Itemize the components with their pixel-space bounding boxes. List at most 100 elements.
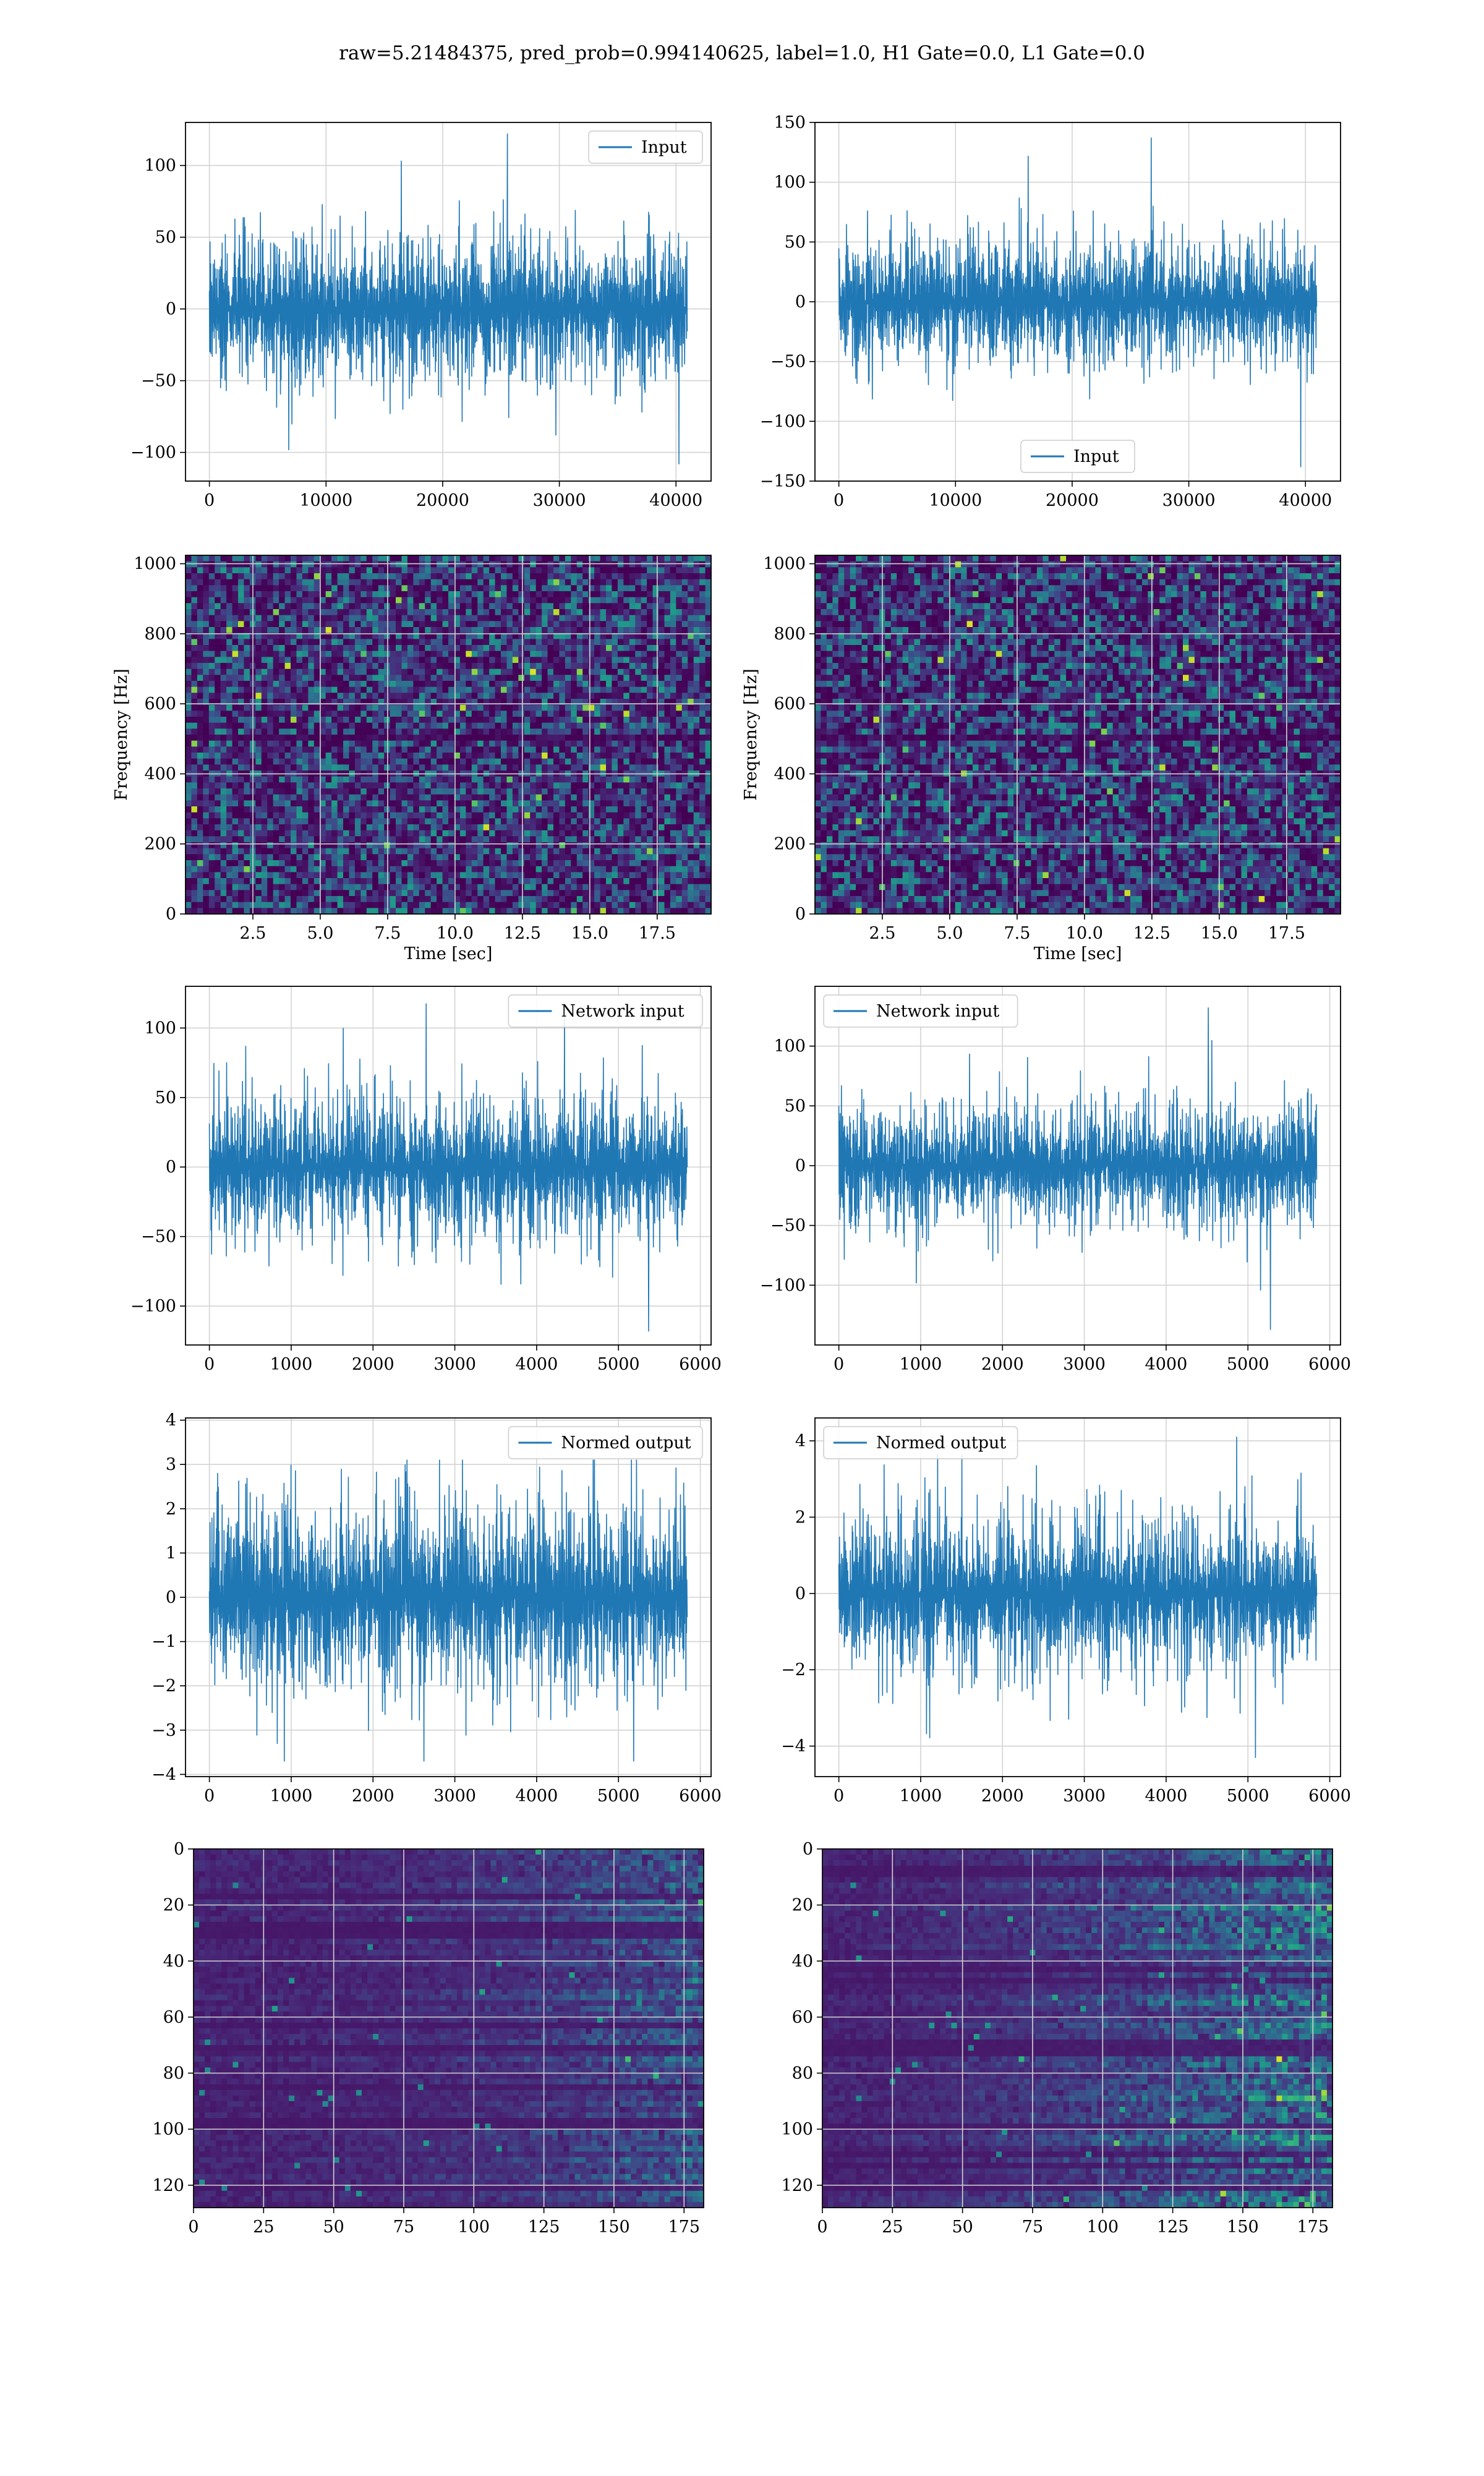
y-tick-label: 0: [166, 1158, 176, 1177]
y-tick-label: −100: [760, 1276, 806, 1295]
y-tick-label: 0: [166, 300, 176, 319]
y-tick-label: 150: [774, 113, 806, 132]
y-tick-label: −100: [130, 1297, 176, 1316]
x-tick-label: 125: [528, 2218, 560, 2237]
x-tick-label: 0: [834, 1787, 844, 1806]
y-tick-label: 0: [166, 905, 176, 924]
x-axis-label: Time [sec]: [1034, 944, 1122, 963]
y-tick-label: 50: [785, 233, 806, 252]
y-tick-label: 0: [174, 1840, 184, 1859]
x-tick-label: 30000: [533, 491, 586, 510]
x-tick-label: 30000: [1162, 491, 1216, 510]
y-tick-label: 2: [166, 1500, 176, 1519]
y-tick-label: 1: [166, 1543, 176, 1563]
y-tick-label: 80: [792, 2064, 813, 2083]
x-tick-label: 150: [598, 2218, 630, 2237]
x-tick-label: 1000: [900, 1355, 942, 1374]
x-tick-label: 7.5: [374, 924, 401, 943]
x-tick-label: 5000: [1227, 1355, 1269, 1374]
x-tick-label: 17.5: [639, 924, 676, 943]
y-tick-label: 3: [166, 1455, 176, 1474]
x-tick-label: 125: [1157, 2218, 1189, 2237]
y-tick-label: 800: [144, 625, 176, 644]
x-tick-label: 7.5: [1004, 924, 1030, 943]
x-tick-label: 4000: [1145, 1787, 1188, 1806]
y-tick-label: 800: [774, 625, 806, 644]
legend-label: Normed output: [876, 1433, 1006, 1453]
y-tick-label: 120: [781, 2176, 813, 2195]
y-tick-label: 60: [163, 2008, 184, 2027]
y-axis-label: Frequency [Hz]: [112, 668, 131, 800]
x-tick-label: 4000: [516, 1355, 558, 1374]
legend: Network input: [824, 995, 1018, 1027]
legend: Input: [589, 131, 702, 163]
x-tick-label: 25: [882, 2218, 903, 2237]
y-tick-label: −2: [781, 1660, 806, 1680]
x-tick-label: 15.0: [571, 924, 608, 943]
y-tick-label: 200: [144, 835, 176, 854]
x-tick-label: 2.5: [869, 924, 895, 943]
y-tick-label: 200: [774, 835, 806, 854]
x-tick-label: 5.0: [307, 924, 333, 943]
figure-suptitle: raw=5.21484375, pred_prob=0.994140625, l…: [0, 42, 1484, 64]
x-tick-label: 3000: [433, 1787, 476, 1806]
x-tick-label: 1000: [900, 1787, 942, 1806]
x-tick-label: 2000: [352, 1787, 394, 1806]
heatmap-cells: [194, 1849, 704, 2208]
x-tick-label: 100: [1087, 2218, 1119, 2237]
x-tick-label: 2000: [352, 1355, 394, 1374]
y-tick-label: −3: [151, 1721, 176, 1740]
y-tick-label: 80: [163, 2064, 184, 2083]
y-tick-label: 0: [795, 1584, 806, 1603]
y-tick-label: 100: [144, 1018, 176, 1038]
y-tick-label: −150: [760, 472, 806, 491]
x-tick-label: 12.5: [504, 924, 541, 943]
y-tick-label: 2: [795, 1508, 806, 1527]
y-tick-label: 100: [152, 2120, 184, 2139]
y-tick-label: 50: [785, 1096, 806, 1116]
x-tick-label: 1000: [270, 1355, 313, 1374]
x-tick-label: 3000: [1063, 1787, 1106, 1806]
y-tick-label: −100: [130, 443, 176, 463]
x-tick-label: 75: [393, 2218, 414, 2237]
y-tick-label: −2: [151, 1676, 176, 1696]
x-tick-label: 0: [834, 491, 844, 510]
y-tick-label: −50: [141, 1227, 176, 1247]
y-tick-label: 600: [774, 694, 806, 714]
y-tick-label: 0: [795, 905, 806, 924]
x-tick-label: 5000: [1227, 1787, 1269, 1806]
legend-label: Network input: [876, 1002, 999, 1021]
x-tick-label: 2000: [981, 1787, 1024, 1806]
x-tick-label: 1000: [270, 1787, 313, 1806]
x-tick-label: 6000: [1308, 1355, 1351, 1374]
y-tick-label: 1000: [763, 555, 806, 574]
y-tick-label: 50: [155, 228, 176, 247]
x-tick-label: 100: [458, 2218, 490, 2237]
x-tick-label: 25: [253, 2218, 274, 2237]
y-tick-label: 0: [803, 1840, 813, 1859]
x-tick-label: 2.5: [239, 924, 266, 943]
x-tick-label: 150: [1227, 2218, 1259, 2237]
x-tick-label: 40000: [1279, 491, 1332, 510]
y-tick-label: 1000: [134, 555, 176, 574]
x-tick-label: 175: [668, 2218, 700, 2237]
y-tick-label: 20: [163, 1896, 184, 1915]
y-tick-label: 100: [781, 2120, 813, 2139]
x-tick-label: 0: [188, 2218, 198, 2237]
y-tick-label: 400: [774, 764, 806, 783]
y-tick-label: −50: [770, 1216, 806, 1236]
x-tick-label: 40000: [649, 491, 702, 510]
y-tick-label: −4: [151, 1765, 176, 1784]
y-tick-label: 20: [792, 1896, 813, 1915]
y-tick-label: −1: [151, 1633, 176, 1652]
legend: Normed output: [508, 1427, 702, 1459]
x-tick-label: 5000: [597, 1787, 640, 1806]
x-tick-label: 2000: [981, 1355, 1024, 1374]
x-tick-label: 12.5: [1133, 924, 1171, 943]
